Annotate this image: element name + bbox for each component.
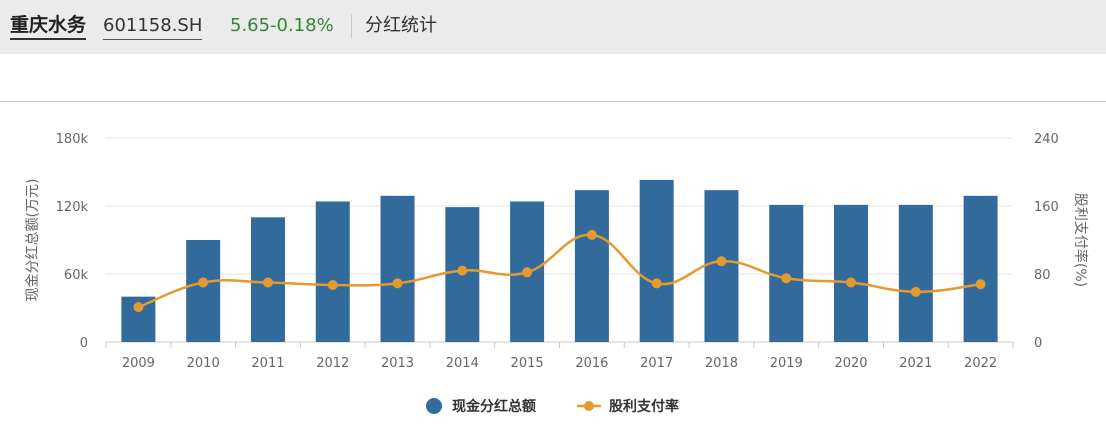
line-point-2009[interactable] xyxy=(133,302,144,313)
header-bar: 重庆水务 601158.SH 5.65 -0.18% 分红统计 xyxy=(0,0,1106,54)
bar-2016[interactable] xyxy=(574,190,609,342)
line-point-2018[interactable] xyxy=(716,256,727,267)
legend-bar-label[interactable]: 现金分红总额 xyxy=(452,398,536,415)
bar-2013[interactable] xyxy=(380,195,415,342)
x-tick-label: 2018 xyxy=(705,356,738,371)
bar-2022[interactable] xyxy=(963,195,998,342)
x-tick-label: 2011 xyxy=(251,356,284,371)
y2-tick-label: 0 xyxy=(1034,336,1042,351)
line-point-2020[interactable] xyxy=(846,277,857,288)
bar-2020[interactable] xyxy=(834,204,869,342)
x-tick-label: 2020 xyxy=(834,356,867,371)
line-point-2015[interactable] xyxy=(522,267,533,278)
x-tick-label: 2010 xyxy=(187,356,220,371)
legend-bar-marker[interactable] xyxy=(426,398,442,414)
y-tick-label: 120k xyxy=(56,200,89,215)
line-point-2014[interactable] xyxy=(457,265,468,276)
x-tick-label: 2012 xyxy=(316,356,349,371)
x-tick-label: 2016 xyxy=(575,356,608,371)
y-tick-label: 180k xyxy=(56,132,89,147)
y2-tick-label: 80 xyxy=(1034,268,1051,283)
bar-2017[interactable] xyxy=(639,179,674,342)
line-point-2017[interactable] xyxy=(651,278,662,289)
bar-2010[interactable] xyxy=(186,240,221,342)
stock-name[interactable]: 重庆水务 xyxy=(10,13,87,40)
line-point-2010[interactable] xyxy=(198,277,209,288)
x-tick-label: 2013 xyxy=(381,356,414,371)
x-tick-label: 2017 xyxy=(640,356,673,371)
bar-2012[interactable] xyxy=(315,201,350,342)
y2-tick-label: 240 xyxy=(1034,132,1059,147)
header-divider xyxy=(351,14,352,38)
line-point-2021[interactable] xyxy=(910,286,921,297)
line-point-2016[interactable] xyxy=(586,229,597,240)
line-point-2013[interactable] xyxy=(392,278,403,289)
section-title: 分红统计 xyxy=(365,15,437,36)
bar-2021[interactable] xyxy=(898,204,933,342)
x-tick-label: 2021 xyxy=(899,356,932,371)
y-axis-title: 现金分红总额(万元) xyxy=(25,179,41,302)
x-tick-label: 2009 xyxy=(122,356,155,371)
price-change: -0.18% xyxy=(270,15,334,36)
x-tick-label: 2019 xyxy=(770,356,803,371)
line-point-2012[interactable] xyxy=(327,280,338,291)
payout-ratio-line xyxy=(137,233,981,309)
line-point-2019[interactable] xyxy=(781,273,792,284)
y2-axis-title: 股利支付率(%) xyxy=(1072,193,1089,287)
y-tick-label: 0 xyxy=(80,336,88,351)
y-tick-label: 60k xyxy=(64,268,89,283)
section-divider xyxy=(0,101,1106,102)
legend-line-marker[interactable] xyxy=(584,401,594,411)
y2-tick-label: 160 xyxy=(1034,200,1059,215)
x-tick-label: 2022 xyxy=(964,356,997,371)
line-point-2022[interactable] xyxy=(975,279,986,290)
x-tick-label: 2014 xyxy=(446,356,479,371)
x-tick-label: 2015 xyxy=(511,356,544,371)
legend-line-label[interactable]: 股利支付率 xyxy=(609,398,679,415)
stock-code[interactable]: 601158.SH xyxy=(103,14,203,40)
line-point-2011[interactable] xyxy=(262,277,273,288)
stock-price: 5.65 xyxy=(230,15,271,36)
